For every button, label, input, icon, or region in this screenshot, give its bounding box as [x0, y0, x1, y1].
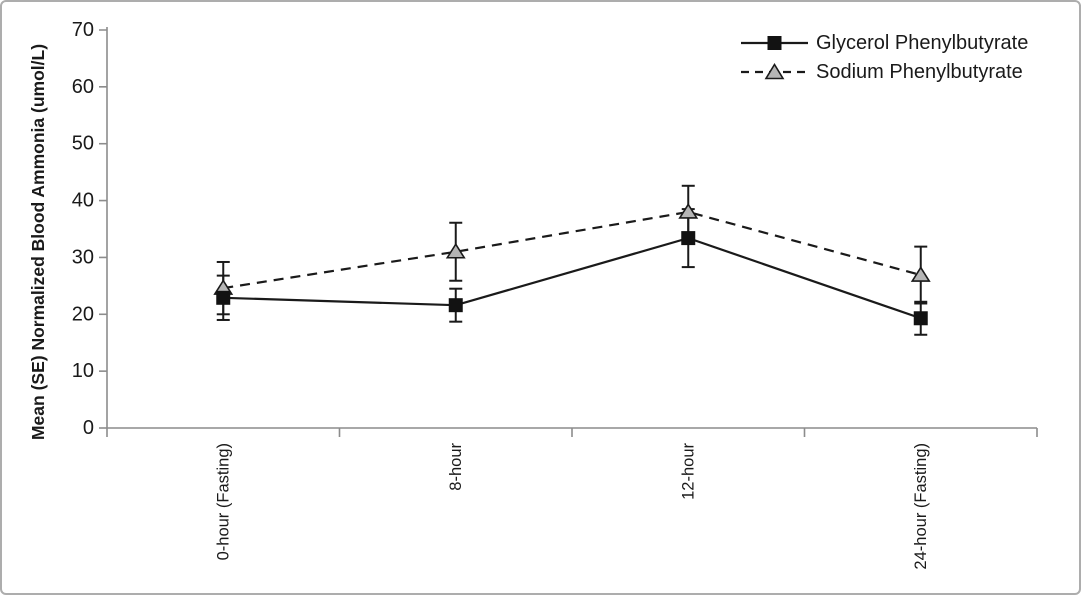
y-axis-title: Mean (SE) Normalized Blood Ammonia (umol… [28, 44, 48, 440]
triangle-marker-icon [678, 202, 699, 219]
square-marker-icon [216, 290, 231, 305]
legend-item-sodium: Sodium Phenylbutyrate [741, 61, 1023, 83]
square-marker-icon [913, 311, 928, 326]
square-marker-icon [767, 36, 782, 50]
y-tick-label: 40 [72, 190, 94, 212]
y-tick-label: 50 [72, 133, 94, 155]
x-category-label: 0-hour (Fasting) [214, 443, 232, 560]
y-tick-label: 70 [72, 19, 94, 41]
y-tick-label: 10 [72, 360, 94, 382]
square-marker-icon [681, 231, 696, 246]
triangle-marker-icon [445, 242, 466, 259]
plot-area: 0 10 20 30 40 50 60 70 0-hour (Fasting) 8-hour 12-… [72, 19, 1038, 570]
triangle-marker-icon [910, 266, 931, 282]
legend-label-sodium: Sodium Phenylbutyrate [816, 61, 1023, 83]
legend: Glycerol Phenylbutyrate Sodium Phenylbut… [741, 32, 1028, 83]
y-tick-label: 60 [72, 76, 94, 98]
y-tick-label: 20 [72, 303, 94, 325]
series-line-solid [223, 236, 922, 320]
y-tick-label: 0 [83, 417, 94, 439]
series-line-dashed [223, 210, 922, 290]
x-category-label: 24-hour (Fasting) [912, 443, 930, 570]
square-marker-icon [448, 298, 463, 313]
legend-label-glycerol: Glycerol Phenylbutyrate [816, 32, 1028, 54]
x-category-label: 8-hour [447, 443, 465, 491]
legend-item-glycerol: Glycerol Phenylbutyrate [741, 32, 1028, 54]
triangle-marker-icon [764, 62, 785, 80]
x-category-label: 12-hour [679, 442, 697, 499]
y-tick-label: 30 [72, 246, 94, 268]
